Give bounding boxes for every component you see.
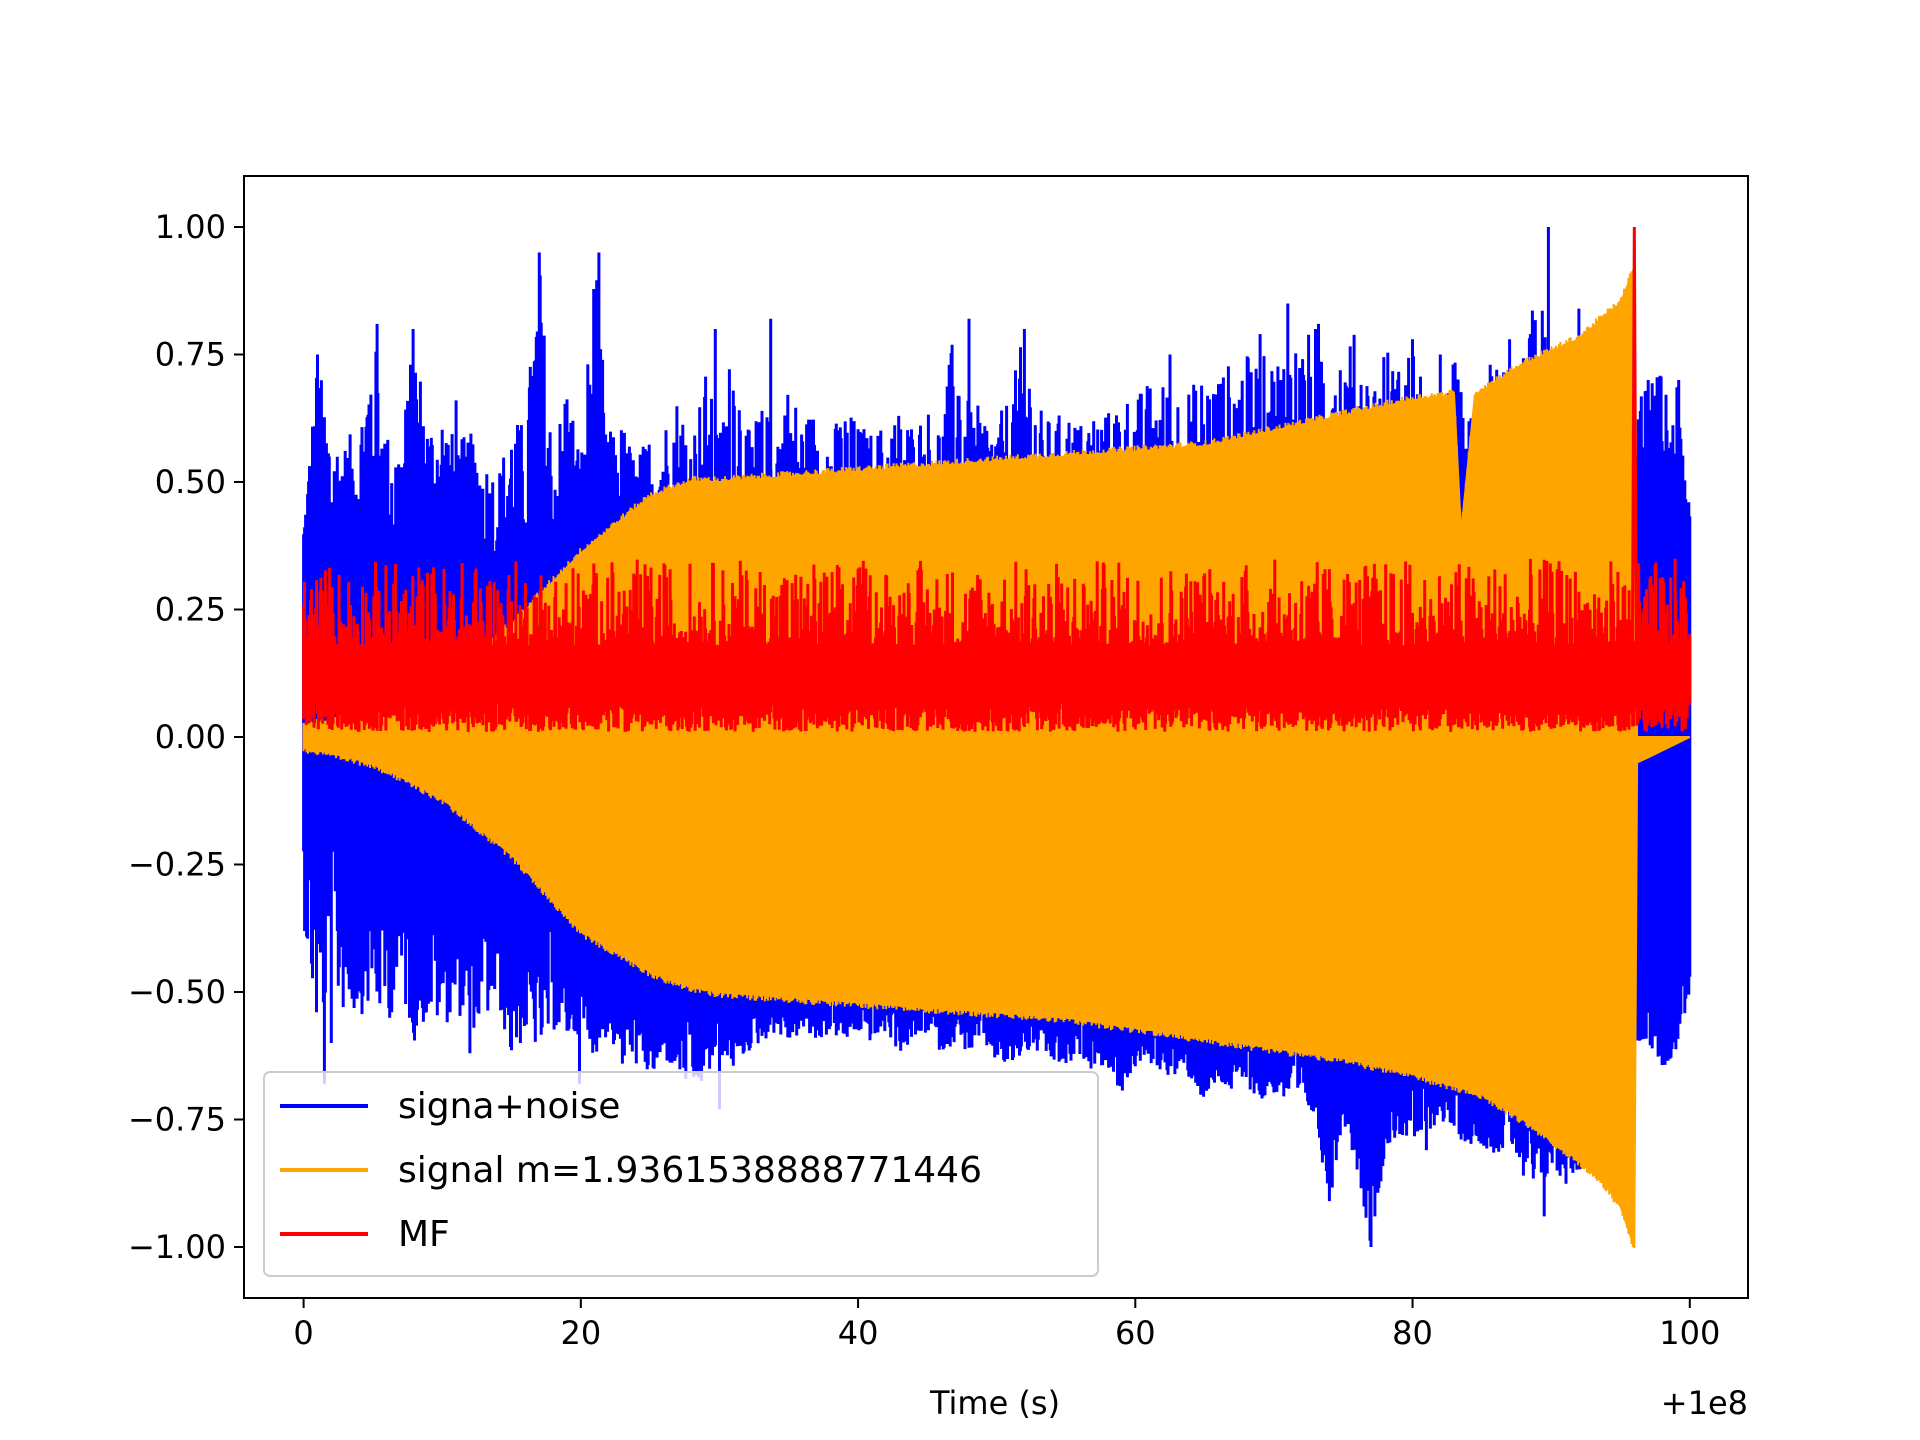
legend-box: [263, 1071, 1099, 1277]
y-tick-label: 0.25: [155, 591, 226, 629]
legend: signa+noise signal m=1.9361538888771446 …: [263, 1071, 1099, 1277]
series-signal: [302, 263, 1691, 1248]
x-tick-label: 0: [293, 1314, 313, 1352]
y-tick-label: −1.00: [128, 1228, 226, 1266]
legend-label-signa-noise: signa+noise: [398, 1086, 620, 1127]
signal-line: [302, 263, 1636, 1248]
x-axis-offset-label: +1e8: [1661, 1384, 1748, 1422]
plot-area: [302, 226, 1692, 1248]
x-tick-label: 20: [560, 1314, 601, 1352]
series-mf: [302, 226, 1692, 732]
y-tick-label: −0.50: [128, 973, 226, 1011]
x-tick-label: 100: [1659, 1314, 1720, 1352]
x-axis-label: Time (s): [929, 1384, 1060, 1422]
x-axis: 0 20 40 60 80 100: [293, 1298, 1720, 1352]
y-tick-label: −0.25: [128, 846, 226, 884]
y-tick-label: 1.00: [155, 208, 226, 246]
y-axis: 1.00 0.75 0.50 0.25 0.00 −0.25 −0.50 −0.75 −1.00: [128, 208, 244, 1266]
y-tick-label: −0.75: [128, 1101, 226, 1139]
x-tick-label: 40: [838, 1314, 879, 1352]
x-tick-label: 60: [1115, 1314, 1156, 1352]
legend-label-signal: signal m=1.9361538888771446: [398, 1150, 982, 1191]
y-tick-label: 0.50: [155, 463, 226, 501]
legend-label-mf: MF: [398, 1214, 450, 1255]
y-tick-label: 0.75: [155, 336, 226, 374]
x-tick-label: 80: [1392, 1314, 1433, 1352]
y-tick-label: 0.00: [155, 718, 226, 756]
mf-line: [302, 226, 1692, 732]
